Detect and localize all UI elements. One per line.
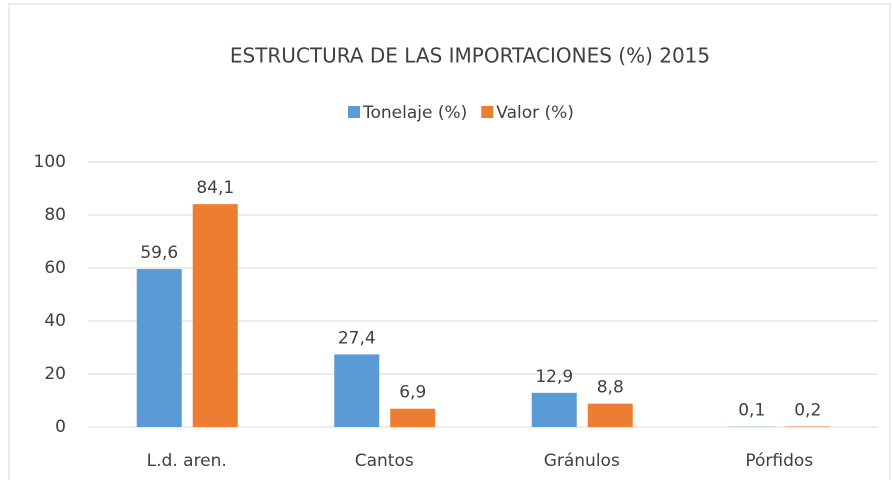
bar: [785, 426, 830, 427]
chart-title: ESTRUCTURA DE LAS IMPORTACIONES (%) 2015: [230, 44, 710, 68]
bar: [588, 404, 633, 427]
legend-label: Tonelaje (%): [362, 103, 467, 123]
data-label: 8,8: [597, 378, 624, 398]
data-label: 84,1: [196, 178, 234, 198]
data-label: 0,2: [794, 400, 821, 420]
y-tick-label: 40: [44, 311, 66, 331]
data-label: 59,6: [140, 243, 178, 263]
y-tick-label: 60: [44, 258, 66, 278]
legend-label: Valor (%): [496, 103, 574, 123]
x-tick-label: L.d. aren.: [147, 451, 227, 471]
data-label: 27,4: [338, 328, 376, 348]
legend-swatch: [348, 106, 360, 118]
y-tick-label: 20: [44, 364, 66, 384]
data-label: 6,9: [399, 383, 426, 403]
legend-swatch: [481, 106, 493, 118]
bar: [137, 269, 182, 427]
x-tick-label: Gránulos: [544, 451, 620, 471]
bar: [193, 204, 238, 427]
data-label: 12,9: [535, 367, 573, 387]
y-tick-label: 80: [44, 205, 66, 225]
x-tick-label: Pórfidos: [745, 451, 813, 471]
bar: [334, 354, 379, 427]
x-tick-label: Cantos: [355, 451, 414, 471]
bar: [390, 409, 435, 427]
y-tick-label: 100: [34, 152, 66, 172]
y-tick-label: 0: [55, 417, 66, 437]
bar: [532, 393, 577, 427]
data-label: 0,1: [738, 401, 765, 421]
